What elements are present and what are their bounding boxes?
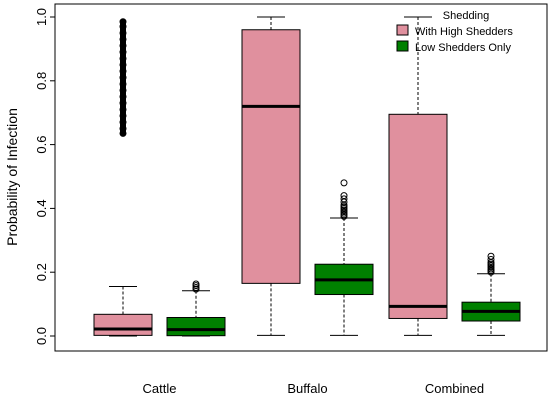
outliers-low-shedders-only-cattle <box>192 280 200 293</box>
legend-label-low-shedders-only: Low Shedders Only <box>415 42 511 54</box>
y-tick-label: 0.6 <box>34 136 49 154</box>
iqr-box-with-high-shedders-buffalo <box>241 29 301 284</box>
legend-swatch-with-high-shedders <box>396 24 409 36</box>
y-axis: 0.0 0.2 0.4 0.6 0.8 1.0 <box>34 8 56 345</box>
legend: Shedding With High Shedders Low Shedders… <box>396 10 513 54</box>
iqr-box-with-high-shedders-cattle <box>93 313 153 336</box>
iqr-box-with-high-shedders-combined <box>388 113 448 319</box>
outlier-point <box>487 252 495 260</box>
y-tick-label: 0.0 <box>34 327 49 345</box>
box-low-shedders-only-cattle <box>166 280 226 337</box>
outlier-point <box>192 280 200 288</box>
box-with-high-shedders-cattle <box>93 18 153 337</box>
x-axis: Cattle Buffalo Combined <box>143 381 485 396</box>
box-with-high-shedders-buffalo <box>241 16 301 336</box>
legend-title: Shedding <box>443 10 490 22</box>
x-category-label-cattle: Cattle <box>143 381 177 396</box>
y-tick-label: 1.0 <box>34 8 49 26</box>
outlier-point <box>340 192 348 200</box>
outlier-point <box>340 179 348 187</box>
y-tick-label: 0.4 <box>34 199 49 217</box>
iqr-box-low-shedders-only-cattle <box>166 316 226 337</box>
box-low-shedders-only-buffalo <box>314 179 374 336</box>
outlier-point <box>487 255 495 263</box>
outliers-with-high-shedders-cattle <box>119 18 127 137</box>
x-category-label-combined: Combined <box>425 381 484 396</box>
legend-label-with-high-shedders: With High Shedders <box>415 26 513 38</box>
boxes-layer <box>93 16 521 337</box>
outlier-point <box>340 195 348 203</box>
y-tick-label: 0.8 <box>34 72 49 90</box>
outlier-cluster <box>120 19 126 136</box>
outlier-point <box>192 284 200 292</box>
legend-swatch-low-shedders-only <box>396 40 409 52</box>
box-with-high-shedders-combined <box>388 16 448 336</box>
box-low-shedders-only-combined <box>461 252 521 336</box>
outliers-low-shedders-only-combined <box>487 252 495 276</box>
outliers-low-shedders-only-buffalo <box>340 179 348 220</box>
y-tick-label: 0.2 <box>34 263 49 281</box>
x-category-label-buffalo: Buffalo <box>287 381 327 396</box>
y-axis-label: Probability of Infection <box>4 108 20 246</box>
